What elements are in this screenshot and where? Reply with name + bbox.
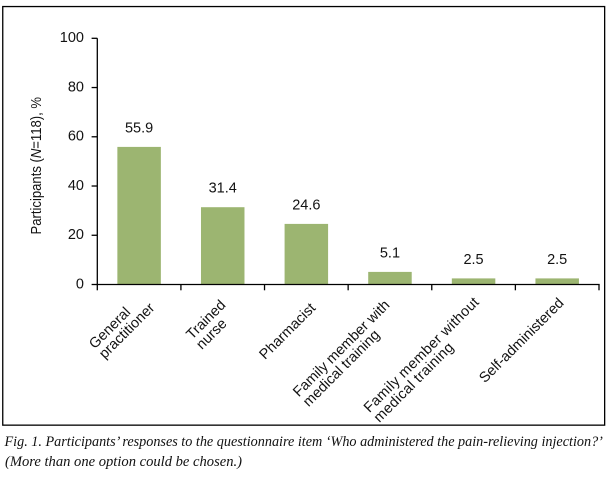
svg-text:40: 40	[68, 178, 84, 194]
svg-text:5.1: 5.1	[380, 245, 400, 261]
svg-text:24.6: 24.6	[292, 197, 320, 213]
svg-text:100: 100	[60, 30, 84, 46]
svg-text:80: 80	[68, 79, 84, 95]
svg-text:55.9: 55.9	[125, 120, 153, 136]
svg-text:2.5: 2.5	[463, 252, 483, 268]
svg-text:60: 60	[68, 129, 84, 145]
svg-text:31.4: 31.4	[209, 181, 237, 197]
svg-text:0: 0	[76, 276, 84, 292]
svg-text:2.5: 2.5	[547, 252, 567, 268]
svg-text:20: 20	[68, 227, 84, 243]
svg-text:Participants (N=118), %: Participants (N=118), %	[29, 97, 45, 235]
